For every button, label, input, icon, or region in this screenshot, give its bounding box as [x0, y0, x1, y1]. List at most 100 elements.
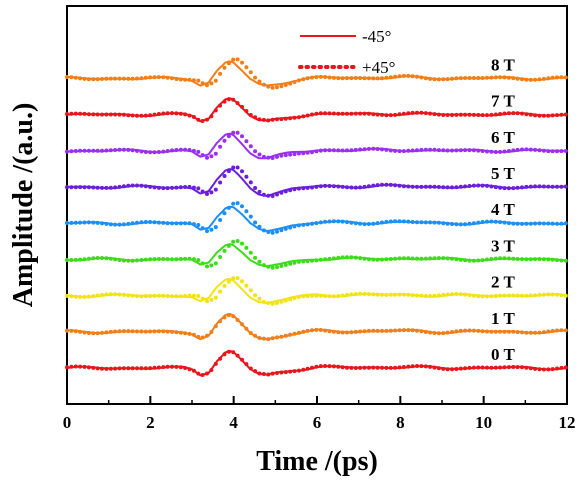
dot-point — [139, 258, 144, 262]
dot-point — [471, 112, 476, 117]
dot-point — [331, 364, 336, 369]
dot-point — [152, 329, 157, 334]
dot-point — [393, 74, 398, 79]
dot-point — [401, 149, 406, 154]
dot-point — [218, 289, 223, 294]
dot-point — [86, 148, 91, 153]
dot-point — [205, 264, 209, 269]
dot-point — [537, 77, 542, 82]
dot-point — [419, 364, 424, 369]
dot-point — [117, 76, 122, 81]
dot-point — [323, 364, 328, 368]
dot-point — [524, 184, 529, 189]
dot-point — [91, 331, 96, 336]
dot-point — [288, 152, 293, 157]
dot-point — [415, 256, 419, 261]
dot-point — [401, 73, 406, 78]
dot-point — [65, 75, 69, 79]
dot-point — [156, 365, 161, 370]
dot-point — [226, 243, 231, 248]
dot-point — [226, 134, 231, 139]
dot-point — [266, 230, 271, 234]
legend-label-solid: -45° — [362, 27, 391, 46]
dot-point — [345, 220, 349, 225]
dot-point — [515, 185, 520, 190]
dot-point — [397, 365, 402, 370]
dot-point — [240, 169, 244, 174]
dot-point — [345, 76, 349, 81]
dot-point — [170, 257, 174, 262]
dot-point — [266, 264, 271, 269]
dot-point — [502, 293, 507, 298]
dot-point — [467, 365, 472, 370]
dot-point — [148, 329, 153, 334]
dot-point — [533, 221, 538, 226]
dot-point — [463, 184, 468, 189]
dot-point — [121, 76, 126, 81]
dot-point — [533, 77, 538, 82]
dot-point — [78, 329, 83, 334]
field-label-7t: 7 T — [491, 92, 515, 111]
dot-point — [476, 294, 481, 299]
dot-point — [432, 77, 437, 82]
dot-point — [226, 61, 231, 66]
dot-point — [82, 76, 87, 81]
dot-point — [471, 365, 476, 370]
dot-point — [113, 185, 118, 190]
dot-point — [91, 256, 96, 261]
dot-point — [511, 76, 516, 81]
dot-point — [226, 205, 231, 210]
dot-point — [428, 220, 433, 225]
dot-point — [121, 258, 126, 263]
dot-point — [515, 330, 520, 335]
dot-point — [130, 329, 135, 334]
dot-point — [301, 151, 306, 156]
dot-point — [318, 111, 323, 116]
dot-point — [533, 147, 538, 152]
dot-point — [358, 291, 363, 296]
dot-point — [200, 226, 205, 231]
dot-point — [205, 299, 209, 304]
dot-point — [366, 222, 371, 226]
dot-point — [222, 315, 227, 320]
dot-point — [191, 185, 196, 190]
dot-point — [336, 111, 341, 116]
trace-dotted-1t — [65, 313, 568, 342]
dot-point — [283, 83, 288, 87]
dot-point — [384, 113, 389, 118]
dot-point — [415, 74, 419, 79]
dot-point — [559, 258, 564, 263]
dot-point — [69, 185, 74, 190]
dot-point — [279, 117, 284, 122]
dot-point — [187, 293, 192, 298]
dot-point — [428, 294, 433, 298]
dot-point — [235, 130, 240, 135]
dot-point — [121, 366, 126, 371]
dot-point — [463, 258, 468, 263]
dot-point — [555, 184, 559, 189]
dot-point — [310, 221, 314, 226]
dot-point — [423, 330, 428, 334]
dot-point — [152, 185, 157, 190]
dot-point — [296, 151, 301, 156]
dot-point — [340, 184, 345, 189]
dot-point — [489, 219, 494, 224]
dot-point — [275, 192, 279, 197]
dot-point — [78, 76, 83, 81]
dot-point — [231, 130, 236, 135]
dot-point — [292, 369, 297, 374]
dot-point — [108, 329, 113, 334]
dot-point — [218, 319, 223, 324]
dot-point — [520, 185, 524, 190]
dot-point — [340, 111, 345, 116]
dot-point — [235, 318, 240, 322]
dot-point — [555, 328, 559, 333]
dot-point — [121, 329, 126, 334]
dot-point — [226, 279, 231, 284]
dot-point — [366, 76, 371, 81]
dot-point — [406, 111, 411, 116]
dot-point — [436, 220, 441, 225]
dot-point — [340, 219, 345, 224]
dot-point — [546, 113, 551, 118]
dot-point — [156, 293, 161, 298]
